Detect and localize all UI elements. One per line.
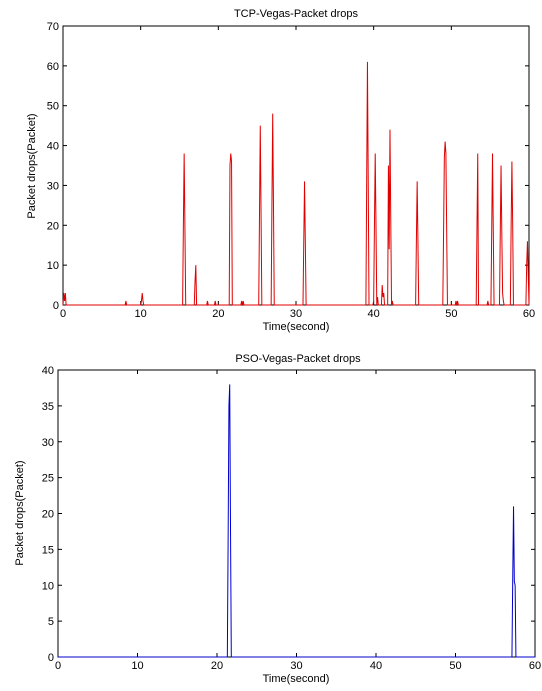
y-ticks: 0 10 20 30 40 50 60 70 <box>47 21 529 312</box>
series-line-0 <box>62 61 530 306</box>
tcp-vegas-chart: TCP-Vegas-Packet drops 0 10 20 30 40 50 60 0 10… <box>26 8 535 333</box>
y-tick-label: 0 <box>48 652 54 664</box>
y-axis-label: Packet drops(Packet) <box>26 113 38 218</box>
x-tick-label: 10 <box>135 308 147 320</box>
chart-title: PSO-Vegas-Packet drops <box>235 353 361 365</box>
x-tick-label: 0 <box>55 660 61 672</box>
series <box>58 384 535 658</box>
y-tick-label: 20 <box>47 220 59 232</box>
x-tick-label: 20 <box>211 660 223 672</box>
series <box>62 61 530 306</box>
y-tick-label: 60 <box>47 61 59 73</box>
y-tick-label: 10 <box>42 580 54 592</box>
y-tick-label: 70 <box>47 21 59 33</box>
x-tick-label: 40 <box>368 308 380 320</box>
y-tick-label: 10 <box>47 260 59 272</box>
y-tick-label: 15 <box>42 544 54 556</box>
y-tick-label: 35 <box>42 401 54 413</box>
x-tick-label: 30 <box>290 308 302 320</box>
x-tick-label: 50 <box>445 308 457 320</box>
x-axis-label: Time(second) <box>263 673 330 685</box>
y-tick-label: 40 <box>42 365 54 377</box>
y-ticks: 0 5 10 15 20 25 30 35 40 <box>42 365 535 664</box>
y-tick-label: 25 <box>42 473 54 485</box>
series-line-0 <box>58 384 535 658</box>
x-ticks: 0 10 20 30 40 50 60 <box>55 370 541 672</box>
x-axis-label: Time(second) <box>263 321 330 333</box>
x-tick-label: 30 <box>290 660 302 672</box>
x-tick-label: 10 <box>131 660 143 672</box>
y-tick-label: 40 <box>47 141 59 153</box>
y-tick-label: 50 <box>47 101 59 113</box>
chart-title: TCP-Vegas-Packet drops <box>234 8 359 20</box>
y-tick-label: 5 <box>48 616 54 628</box>
x-tick-label: 20 <box>212 308 224 320</box>
y-tick-label: 30 <box>42 437 54 449</box>
x-tick-label: 40 <box>370 660 382 672</box>
plot-area <box>57 369 536 658</box>
pso-vegas-chart: PSO-Vegas-Packet drops 0 10 20 30 40 50 60 0 5 1… <box>14 353 541 685</box>
y-tick-label: 30 <box>47 180 59 192</box>
x-tick-label: 50 <box>449 660 461 672</box>
x-tick-label: 60 <box>529 660 541 672</box>
y-axis-label: Packet drops(Packet) <box>14 460 26 565</box>
x-ticks: 0 10 20 30 40 50 60 <box>60 26 535 320</box>
x-tick-label: 60 <box>523 308 535 320</box>
y-tick-label: 0 <box>53 300 59 312</box>
x-tick-label: 0 <box>60 308 66 320</box>
y-tick-label: 20 <box>42 509 54 521</box>
plot-area <box>62 25 530 306</box>
